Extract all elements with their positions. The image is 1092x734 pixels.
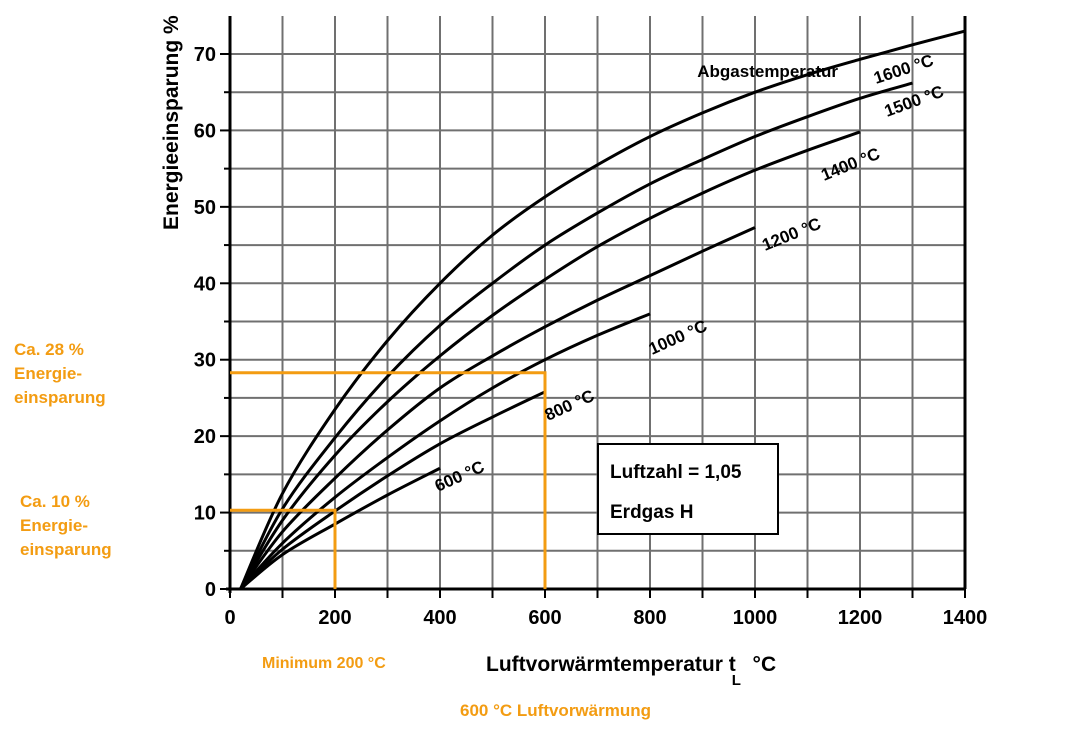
x-axis-label-unit: °C — [740, 653, 777, 676]
y-tick-label: 30 — [194, 350, 216, 372]
annotation-600-preheat: 600 °C Luftvorwärmung — [460, 701, 651, 720]
x-tick-label: 200 — [318, 607, 351, 629]
info-air-ratio: Luftzahl = 1,05 — [610, 462, 742, 483]
curve-800 — [239, 390, 546, 591]
y-axis-label: Energieeinsparung % — [160, 15, 183, 230]
x-tick-label: 400 — [423, 607, 456, 629]
y-tick-label: 10 — [194, 503, 216, 525]
x-tick-label: 600 — [528, 607, 561, 629]
curve-label: 1400 °C — [818, 144, 882, 185]
x-tick-label: 800 — [633, 607, 666, 629]
annotation-minimum-200: Minimum 200 °C — [262, 655, 386, 672]
annotation-10-line2: Energie- — [20, 516, 89, 535]
curve-label: 1000 °C — [646, 316, 710, 358]
curve-label: 1600 °C — [871, 51, 935, 88]
info-box: Luftzahl = 1,05 Erdgas H — [597, 443, 779, 535]
curves — [239, 29, 966, 591]
x-tick-label: 1000 — [733, 607, 778, 629]
annotation-28-line1: Ca. 28 % — [14, 340, 84, 359]
curve-1000 — [239, 312, 651, 591]
orange-marker-lines — [230, 371, 547, 589]
axes: 0 10 20 30 40 50 60 70 0 200 400 600 800 1000 1200 1400… — [194, 16, 988, 629]
y-tick-label: 50 — [194, 197, 216, 219]
curve-1400 — [239, 130, 861, 590]
curve-1200 — [239, 226, 756, 590]
x-tick-label: 1400 — [943, 607, 988, 629]
y-tick-label: 70 — [194, 44, 216, 66]
annotation-28-percent: Ca. 28 % Energie- einsparung — [14, 338, 106, 410]
curve-label: 1200 °C — [759, 214, 823, 255]
y-tick-label: 0 — [205, 579, 216, 601]
annotation-28-line2: Energie- — [14, 364, 83, 383]
x-axis-label-main: Luftvorwärmtemperatur t — [486, 653, 736, 676]
y-tick-label: 60 — [194, 120, 216, 142]
annotation-10-percent: Ca. 10 % Energie- einsparung — [20, 490, 112, 562]
curve-label: 800 °C — [542, 386, 597, 425]
marker-line — [230, 508, 337, 589]
annotation-10-line1: Ca. 10 % — [20, 492, 90, 511]
annotation-10-line3: einsparung — [20, 540, 112, 559]
marker-line — [230, 371, 547, 589]
x-axis-label-subscript: L — [731, 672, 741, 689]
y-tick-label: 40 — [194, 273, 216, 295]
x-axis-label: Luftvorwärmtemperatur tL °C — [486, 653, 777, 689]
curve-1600 — [239, 29, 966, 590]
annotation-28-line3: einsparung — [14, 388, 106, 407]
x-tick-label: 0 — [224, 607, 235, 629]
info-fuel: Erdgas H — [610, 502, 694, 523]
x-tick-label: 1200 — [838, 607, 883, 629]
y-tick-label: 20 — [194, 426, 216, 448]
grid-lines — [230, 16, 965, 589]
curve-1500 — [239, 81, 913, 590]
